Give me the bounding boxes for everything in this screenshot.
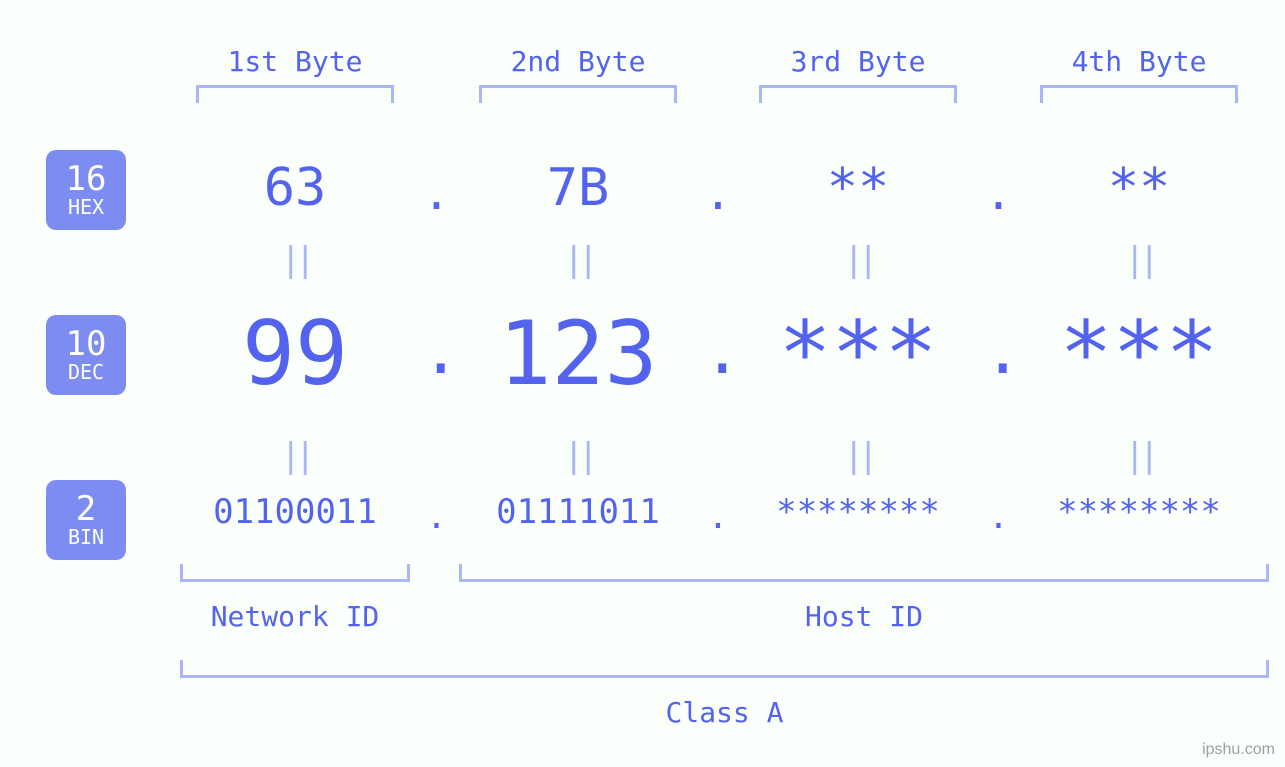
equals-dec-bin-1: || — [270, 436, 320, 476]
bracket-host-id — [459, 564, 1269, 582]
equals-hex-dec-4: || — [1114, 240, 1164, 280]
base-badge-label: HEX — [68, 197, 104, 218]
hex-byte-2: 7B — [468, 158, 688, 218]
watermark-text: ipshu.com — [1202, 741, 1275, 759]
equals-hex-dec-1: || — [270, 240, 320, 280]
byte-header-1: 1st Byte — [185, 45, 405, 78]
bracket-class — [180, 660, 1269, 678]
equals-dec-bin-3: || — [833, 436, 883, 476]
equals-hex-dec-2: || — [553, 240, 603, 280]
dec-byte-1: 99 — [165, 302, 425, 405]
byte-bracket-top-1 — [196, 85, 394, 103]
dec-dot-1: . — [422, 315, 452, 389]
byte-header-4: 4th Byte — [1029, 45, 1249, 78]
bin-dot-1: . — [422, 497, 452, 537]
byte-header-3: 3rd Byte — [748, 45, 968, 78]
bin-byte-2: 01111011 — [448, 492, 708, 532]
base-badge-dec: 10DEC — [46, 315, 126, 395]
byte-bracket-top-3 — [759, 85, 957, 103]
hex-byte-4: ** — [1029, 158, 1249, 218]
byte-header-2: 2nd Byte — [468, 45, 688, 78]
hex-byte-3: ** — [748, 158, 968, 218]
equals-dec-bin-4: || — [1114, 436, 1164, 476]
base-badge-num: 10 — [66, 327, 107, 363]
base-badge-bin: 2BIN — [46, 480, 126, 560]
bracket-network-id — [180, 564, 410, 582]
dec-byte-4: *** — [1009, 302, 1269, 405]
dec-byte-2: 123 — [448, 302, 708, 405]
bin-byte-3: ******** — [728, 492, 988, 532]
label-class: Class A — [180, 696, 1269, 729]
byte-bracket-top-4 — [1040, 85, 1238, 103]
hex-byte-1: 63 — [185, 158, 405, 218]
hex-dot-1: . — [422, 166, 452, 220]
bin-byte-1: 01100011 — [165, 492, 425, 532]
byte-bracket-top-2 — [479, 85, 677, 103]
dec-byte-3: *** — [728, 302, 988, 405]
equals-hex-dec-3: || — [833, 240, 883, 280]
label-host-id: Host ID — [459, 600, 1269, 633]
base-badge-num: 2 — [76, 492, 96, 528]
label-network-id: Network ID — [180, 600, 410, 633]
hex-dot-2: . — [703, 166, 733, 220]
base-badge-hex: 16HEX — [46, 150, 126, 230]
base-badge-label: BIN — [68, 527, 104, 548]
bin-byte-4: ******** — [1009, 492, 1269, 532]
equals-dec-bin-2: || — [553, 436, 603, 476]
base-badge-label: DEC — [68, 362, 104, 383]
hex-dot-3: . — [984, 166, 1014, 220]
base-badge-num: 16 — [66, 162, 107, 198]
